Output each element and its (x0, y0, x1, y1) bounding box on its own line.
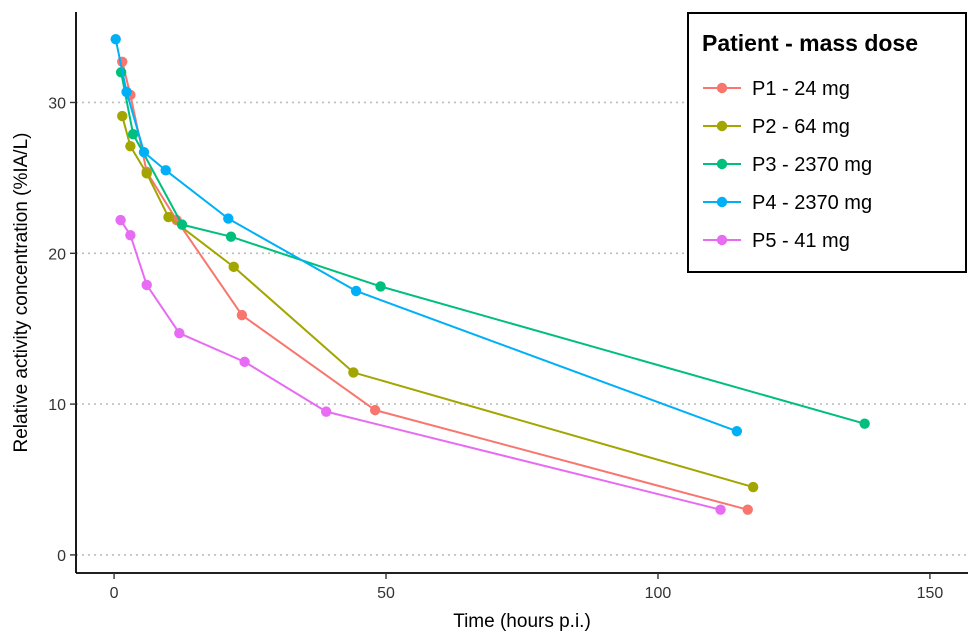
axes: 0 10 20 30 0 50 100 150 (48, 12, 968, 602)
series-4 (110, 33, 743, 437)
data-series (110, 33, 870, 515)
legend-label-1: P1 - 24 mg (752, 78, 850, 100)
series-5-point-2 (125, 229, 136, 241)
legend-swatch-point-4 (716, 196, 728, 208)
series-1-point-5 (236, 309, 248, 321)
legend-items: P1 - 24 mg P2 - 64 mg P3 - 2370 mg P4 - 237… (703, 78, 872, 252)
series-2 (117, 110, 759, 493)
series-3-point-2 (127, 128, 139, 140)
series-1-point-6 (369, 404, 381, 416)
series-3-point-5 (375, 281, 386, 292)
series-4-point-5 (223, 213, 234, 224)
legend-label-3: P3 - 2370 mg (752, 154, 872, 176)
series-4-point-7 (731, 426, 743, 437)
series-4-point-2 (121, 86, 132, 98)
y-axis-title: Relative activity concentration (%IA/L) (11, 133, 32, 453)
legend-label-2: P2 - 64 mg (752, 116, 850, 138)
series-3-point-6 (859, 418, 870, 429)
series-4-point-3 (138, 147, 150, 158)
legend-item-2: P2 - 64 mg (703, 116, 850, 138)
y-tick-label-0: 0 (57, 548, 66, 565)
legend-swatch-point-2 (716, 120, 728, 132)
legend-item-3: P3 - 2370 mg (703, 154, 872, 176)
series-3-point-3 (176, 219, 188, 230)
legend-label-5: P5 - 41 mg (752, 230, 850, 252)
series-5-point-6 (320, 406, 332, 417)
series-1-point-1 (117, 56, 128, 67)
series-3-point-4 (225, 231, 237, 242)
y-tick-label-10: 10 (48, 397, 66, 414)
series-2-point-2 (125, 141, 136, 152)
legend-item-1: P1 - 24 mg (703, 78, 850, 100)
series-5-point-1 (115, 214, 126, 226)
series-2-point-5 (228, 261, 239, 273)
series-2-point-7 (747, 481, 759, 493)
grid-lines (76, 101, 968, 556)
series-2-point-6 (348, 367, 359, 378)
series-2-point-3 (141, 168, 152, 179)
series-2-point-1 (117, 110, 128, 122)
legend-swatch-point-5 (716, 234, 728, 246)
x-tick-label-50: 50 (377, 585, 395, 602)
x-tick-label-150: 150 (917, 585, 944, 602)
legend-item-4: P4 - 2370 mg (703, 192, 872, 214)
series-5 (115, 214, 726, 515)
series-4-point-6 (350, 285, 362, 297)
x-tick-label-0: 0 (110, 585, 119, 602)
series-5-point-5 (239, 356, 250, 368)
x-axis-title: Time (hours p.i.) (453, 611, 591, 632)
series-5-point-7 (715, 504, 726, 515)
legend: Patient - mass dose P1 - 24 mg P2 - 64 mg… (687, 12, 967, 273)
series-5-point-4 (174, 328, 185, 339)
series-4-point-4 (160, 165, 171, 176)
y-tick-label-30: 30 (48, 95, 66, 112)
legend-label-4: P4 - 2370 mg (752, 192, 872, 214)
legend-box (687, 12, 967, 273)
x-tick-label-100: 100 (645, 585, 672, 602)
series-5-point-3 (141, 279, 152, 291)
legend-title: Patient - mass dose (702, 30, 918, 56)
series-1-point-7 (742, 504, 753, 515)
legend-item-5: P5 - 41 mg (703, 230, 850, 252)
series-3-line (120, 71, 866, 425)
legend-swatch-point-3 (716, 158, 728, 170)
series-3 (115, 67, 870, 429)
y-tick-label-20: 20 (48, 246, 66, 263)
series-2-point-4 (163, 211, 174, 223)
series-4-point-1 (110, 33, 121, 45)
legend-swatch-point-1 (716, 82, 728, 94)
